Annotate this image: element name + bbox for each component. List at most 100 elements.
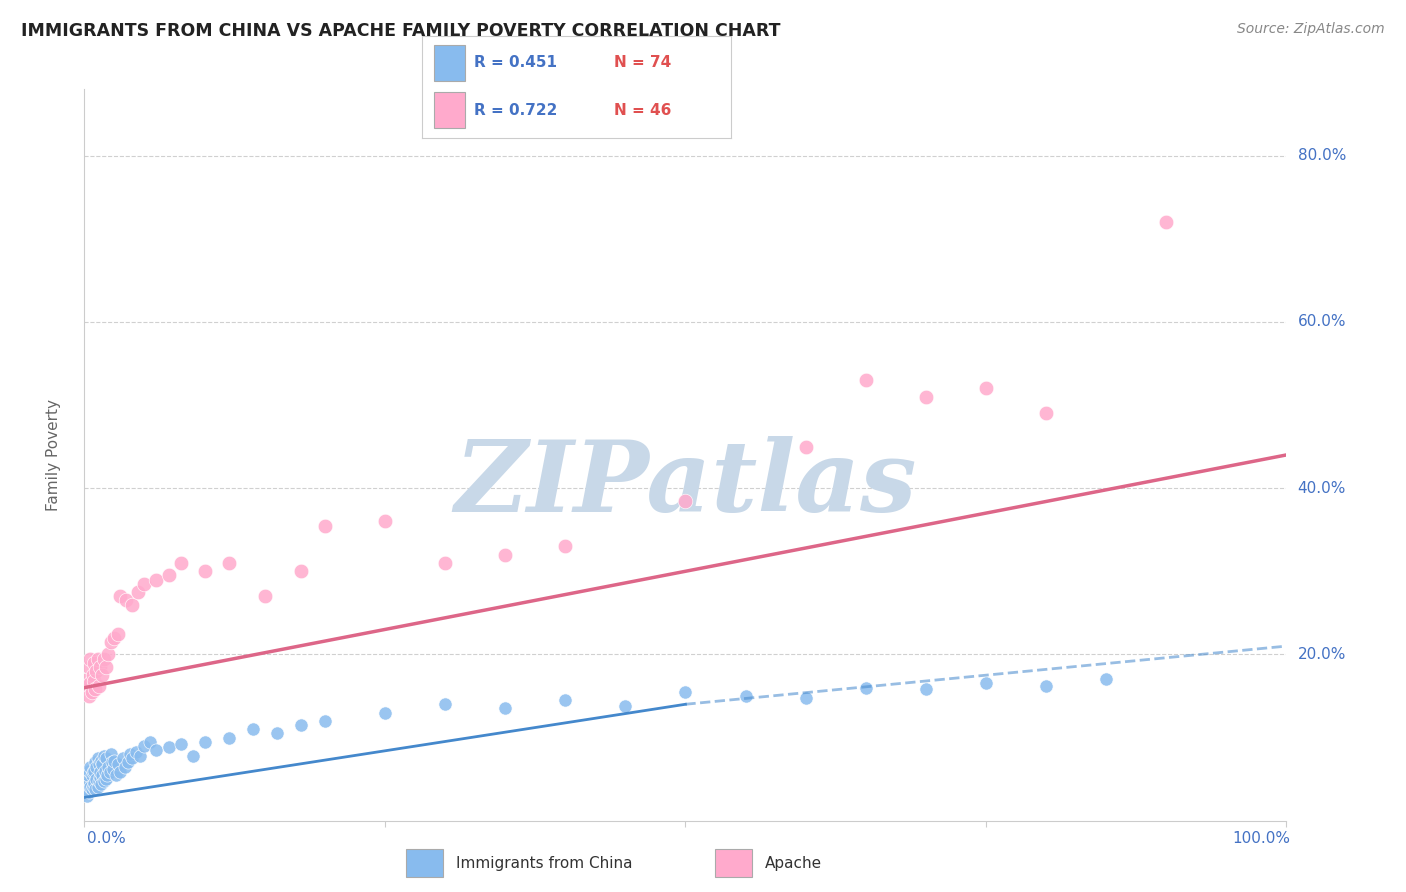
Point (91, 757, 114, 772)
Point (145, 743, 167, 757)
Text: 40.0%: 40.0% (1298, 481, 1346, 496)
Point (107, 757, 129, 772)
Text: R = 0.451: R = 0.451 (474, 55, 557, 70)
Point (242, 723, 264, 737)
Point (86, 772, 108, 786)
Point (794, 690, 817, 705)
Point (314, 518, 336, 533)
Point (104, 768, 127, 782)
Point (915, 390, 938, 404)
Point (80, 782, 103, 797)
FancyBboxPatch shape (434, 92, 465, 128)
Point (103, 631, 125, 645)
Point (734, 689, 756, 703)
Text: N = 74: N = 74 (613, 55, 671, 70)
Point (194, 734, 217, 748)
Point (77, 768, 100, 782)
Text: Immigrants from China: Immigrants from China (456, 855, 633, 871)
Text: 20.0%: 20.0% (1298, 647, 1346, 662)
Point (90, 754, 112, 768)
Point (82, 668, 104, 682)
Point (107, 626, 129, 640)
Point (157, 740, 180, 755)
Point (134, 576, 156, 591)
Point (125, 746, 148, 760)
Text: Source: ZipAtlas.com: Source: ZipAtlas.com (1237, 22, 1385, 37)
Point (80, 685, 103, 699)
Point (86, 751, 108, 765)
Point (111, 751, 134, 765)
Point (169, 556, 191, 570)
Point (253, 589, 276, 603)
Point (84, 682, 107, 697)
Point (374, 515, 396, 529)
Point (84, 756, 107, 770)
Text: ZIPatlas: ZIPatlas (454, 436, 917, 533)
Point (93, 748, 115, 763)
Point (97, 648, 120, 662)
Point (84, 782, 107, 797)
Point (83, 673, 105, 688)
Point (290, 564, 312, 578)
Point (110, 589, 132, 603)
Text: Apache: Apache (765, 855, 823, 871)
Text: 60.0%: 60.0% (1298, 315, 1346, 329)
Point (115, 593, 138, 607)
Point (915, 682, 938, 697)
Text: N = 46: N = 46 (613, 103, 671, 118)
Point (290, 718, 312, 732)
Point (614, 698, 637, 713)
Point (266, 726, 288, 740)
Point (103, 754, 125, 768)
Point (82, 765, 104, 780)
Point (93, 773, 115, 788)
Point (157, 568, 180, 582)
Point (89, 771, 111, 785)
Point (117, 756, 139, 770)
Point (434, 698, 457, 712)
Point (94, 764, 117, 778)
Point (1095, 673, 1118, 687)
Point (98, 765, 121, 780)
Point (675, 685, 697, 699)
Point (1035, 679, 1057, 693)
Point (97, 759, 120, 773)
Point (77, 776, 100, 790)
FancyBboxPatch shape (434, 45, 465, 81)
Point (87, 679, 110, 693)
Point (96, 768, 118, 782)
Point (86, 664, 108, 678)
Point (101, 756, 124, 770)
Point (77, 673, 100, 687)
Point (79, 759, 101, 773)
Point (794, 440, 817, 454)
Point (554, 693, 576, 707)
Text: 0.0%: 0.0% (87, 831, 127, 846)
Text: 80.0%: 80.0% (1298, 148, 1346, 163)
Point (94, 772, 117, 786)
Point (94, 751, 117, 765)
Point (77, 784, 100, 798)
Point (83, 776, 105, 790)
Point (100, 747, 122, 761)
Point (128, 748, 150, 763)
Point (80, 768, 103, 782)
Point (77, 660, 100, 674)
Point (94, 660, 117, 674)
Point (110, 765, 132, 780)
Point (494, 548, 516, 562)
Point (1156, 215, 1178, 229)
Text: IMMIGRANTS FROM CHINA VS APACHE FAMILY POVERTY CORRELATION CHART: IMMIGRANTS FROM CHINA VS APACHE FAMILY P… (21, 22, 780, 40)
Point (89, 660, 111, 674)
Point (134, 739, 156, 753)
Point (118, 747, 141, 761)
Point (86, 759, 108, 773)
Point (554, 539, 576, 553)
Point (169, 737, 191, 751)
Point (82, 779, 104, 793)
Point (77, 764, 100, 778)
FancyBboxPatch shape (406, 849, 443, 877)
Point (494, 701, 516, 715)
Point (79, 676, 101, 690)
Point (86, 651, 108, 665)
